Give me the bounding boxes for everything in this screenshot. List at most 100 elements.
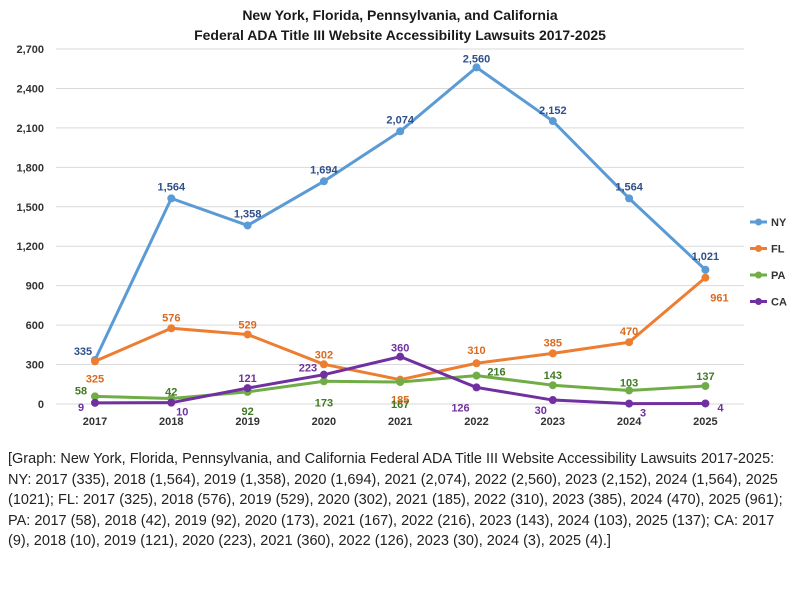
data-label-pa: 103 [620,377,638,389]
chart-title-line-2: Federal ADA Title III Website Accessibil… [194,27,606,43]
data-label-fl: 529 [238,319,256,331]
legend-label-pa: PA [771,270,786,282]
data-point-fl [91,357,99,366]
data-point-fl [701,273,710,282]
data-point-ca [548,396,557,405]
x-tick-label: 2025 [693,416,717,428]
data-point-ca [319,370,328,379]
y-tick-label: 1,500 [16,202,44,214]
data-label-pa: 167 [391,399,409,411]
data-label-ca: 121 [238,373,256,385]
data-point-pa [701,381,710,390]
data-label-ny: 2,560 [463,53,491,65]
y-tick-label: 2,700 [16,44,44,56]
data-label-pa: 58 [75,385,87,397]
legend-label-ca: CA [771,297,787,309]
legend-marker-ny [755,218,762,226]
data-label-pa: 92 [241,406,253,418]
data-label-ca: 360 [391,343,409,355]
data-point-ca [396,352,405,361]
data-point-ny [548,117,557,126]
x-tick-label: 2020 [312,416,336,428]
data-label-fl: 576 [162,312,180,324]
data-label-ny: 1,564 [615,181,643,193]
data-point-ny [319,177,328,186]
data-label-ca: 9 [78,402,84,414]
data-label-ca: 223 [299,363,317,375]
data-label-ny: 2,074 [386,114,414,126]
x-tick-label: 2018 [159,416,183,428]
data-point-fl [243,330,252,339]
legend-marker-fl [755,245,762,252]
y-tick-label: 300 [26,360,44,372]
data-point-pa [319,377,328,386]
y-tick-label: 0 [38,399,44,411]
data-point-ca [701,399,710,408]
legend-label-ny: NY [771,217,787,229]
x-tick-label: 2019 [235,416,259,428]
data-label-fl: 470 [620,326,638,338]
data-label-ca: 3 [640,408,646,420]
data-label-ny: 335 [74,346,92,358]
data-label-fl: 325 [86,373,104,385]
data-point-pa [91,392,99,401]
data-label-ca: 10 [176,407,188,419]
series-line-ny [93,65,707,361]
data-point-ca [472,383,481,392]
data-point-pa [396,378,405,387]
data-label-pa: 173 [315,397,333,409]
data-label-ny: 2,152 [539,105,567,117]
chart-title-line-1: New York, Florida, Pennsylvania, and Cal… [242,7,558,23]
y-tick-label: 1,200 [16,241,44,253]
legend-marker-ca [755,298,762,305]
data-point-fl [625,338,634,347]
x-tick-label: 2017 [83,416,107,428]
data-label-fl: 185 [391,395,409,407]
y-tick-label: 1,800 [16,162,44,174]
data-label-fl: 961 [710,293,728,305]
data-label-ny: 1,358 [234,208,262,220]
data-label-pa: 137 [696,371,714,383]
data-label-ca: 30 [535,405,547,417]
data-label-ca: 4 [717,402,724,414]
y-tick-label: 2,100 [16,123,44,135]
data-labels: 335 1,564 1,358 1,694 2,074 2,560 2,152 1,564 1,… [74,53,729,419]
data-point-ca [167,398,176,407]
data-label-pa: 216 [487,367,505,379]
legend: NY FL PA CA [750,217,787,309]
data-point-ny [625,194,634,203]
data-point-ca [625,399,634,408]
data-point-fl [167,324,176,333]
data-point-ny [472,63,481,72]
x-tick-label: 2021 [388,416,412,428]
data-point-ny [167,194,176,203]
data-point-pa [548,381,557,390]
data-point-ca [91,398,99,407]
legend-label-fl: FL [771,244,785,256]
data-point-ny [243,221,252,230]
data-point-fl [472,359,481,368]
data-label-fl: 302 [315,349,333,361]
y-axis-ticks: 0 300 600 900 1,200 1,500 1,800 2,100 2,400 2,700 [16,44,44,411]
data-point-fl [319,360,328,369]
data-point-pa [472,371,481,380]
x-tick-label: 2024 [617,416,642,428]
graph-caption: [Graph: New York, Florida, Pennsylvania,… [8,451,783,549]
data-point-ny [701,265,710,274]
data-point-pa [625,386,634,395]
data-label-pa: 42 [165,386,177,398]
legend-marker-pa [755,271,762,279]
x-tick-label: 2022 [464,416,488,428]
data-label-ca: 126 [451,402,469,414]
line-chart: New York, Florida, Pennsylvania, and Cal… [16,7,787,428]
data-label-ny: 1,564 [158,181,186,193]
y-tick-label: 900 [26,281,44,293]
data-point-ca [243,384,252,393]
data-label-ny: 1,694 [310,164,338,176]
y-tick-label: 600 [26,320,44,332]
data-label-fl: 385 [544,337,562,349]
data-label-ny: 1,021 [692,251,720,263]
data-point-ny [396,127,405,136]
data-label-fl: 310 [467,345,485,357]
data-point-fl [548,349,557,358]
